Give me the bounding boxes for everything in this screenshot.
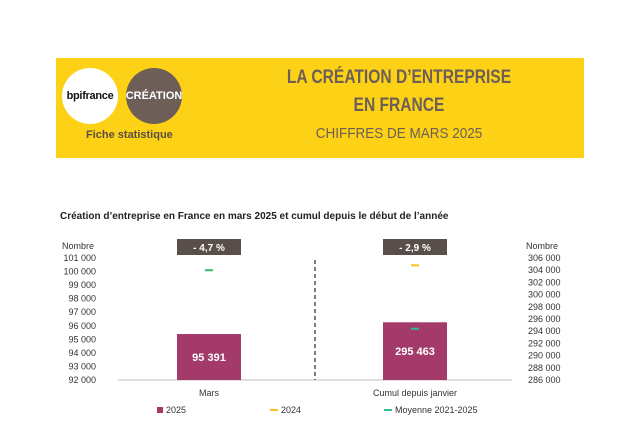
- category-label: Cumul depuis janvier: [373, 388, 457, 398]
- right-axis-label: Nombre: [526, 241, 558, 251]
- main-title-line1: LA CRÉATION D’ENTREPRISE: [286, 67, 512, 88]
- bpifrance-logo: bpifrance: [62, 68, 118, 124]
- legend-label: 2024: [281, 405, 301, 415]
- bar-data-label: 95 391: [192, 352, 226, 364]
- left-tick-label: 93 000: [68, 361, 96, 371]
- bpifrance-logo-text: bpifrance: [66, 90, 114, 102]
- bar-data-label: 295 463: [395, 346, 435, 358]
- right-tick-label: 306 000: [528, 253, 561, 263]
- left-tick-label: 92 000: [68, 375, 96, 385]
- legend-label: Moyenne 2021-2025: [395, 405, 478, 415]
- left-tick-label: 100 000: [63, 267, 96, 277]
- change-badge-label: - 2,9 %: [399, 243, 431, 254]
- left-tick-label: 101 000: [63, 253, 96, 263]
- change-badge: [177, 239, 241, 255]
- main-title-line2: EN FRANCE: [353, 95, 445, 116]
- change-badge-label: - 4,7 %: [193, 243, 225, 254]
- right-tick-label: 298 000: [528, 302, 561, 312]
- left-tick-label: 95 000: [68, 334, 96, 344]
- bar-2025: [383, 322, 447, 380]
- left-tick-label: 97 000: [68, 307, 96, 317]
- right-tick-label: 292 000: [528, 338, 561, 348]
- left-axis-label: Nombre: [62, 241, 94, 251]
- right-tick-label: 300 000: [528, 290, 561, 300]
- bar-2025: [177, 334, 241, 380]
- header-banner: bpifrance CRÉATION Fiche statistique LA …: [56, 58, 584, 158]
- right-tick-label: 290 000: [528, 351, 561, 361]
- left-tick-label: 98 000: [68, 294, 96, 304]
- chart: Nombre Nombre 92 000 93 000 94 000 95 000 96 0…: [62, 239, 561, 415]
- left-tick-label: 94 000: [68, 348, 96, 358]
- legend-label: 2025: [166, 405, 186, 415]
- sub-title: CHIFFRES DE MARS 2025: [315, 125, 483, 142]
- right-tick-label: 302 000: [528, 277, 561, 287]
- legend-swatch: [157, 407, 163, 413]
- change-badge: [383, 239, 447, 255]
- right-tick-label: 296 000: [528, 314, 561, 324]
- right-tick-label: 304 000: [528, 265, 561, 275]
- right-tick-label: 286 000: [528, 375, 561, 385]
- right-tick-label: 294 000: [528, 326, 561, 336]
- left-tick-label: 99 000: [68, 280, 96, 290]
- creation-logo-text: CRÉATION: [125, 90, 183, 102]
- left-tick-label: 96 000: [68, 321, 96, 331]
- chart-title: Création d’entreprise en France en mars …: [60, 211, 449, 222]
- right-tick-label: 288 000: [528, 363, 561, 373]
- fiche-label: Fiche statistique: [86, 129, 173, 141]
- category-label: Mars: [199, 388, 219, 398]
- creation-logo: CRÉATION: [126, 68, 182, 124]
